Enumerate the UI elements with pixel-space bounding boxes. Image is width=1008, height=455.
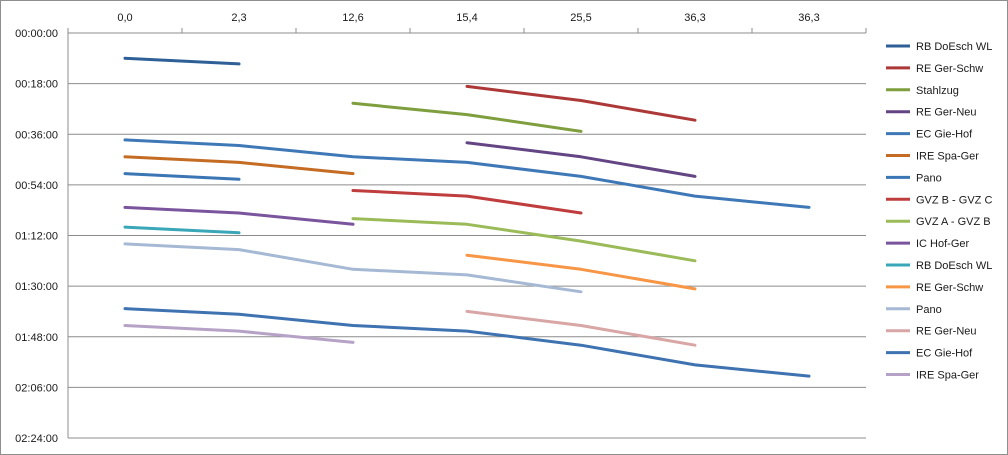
- y-tick-label: 00:54:00: [15, 180, 58, 192]
- x-tick-label: 25,5: [570, 12, 591, 24]
- legend-label: Pano: [916, 172, 942, 184]
- series-line: [351, 101, 583, 133]
- y-tick-label: 00:18:00: [15, 79, 58, 91]
- y-tick-label: 01:48:00: [15, 332, 58, 344]
- series-line: [465, 253, 697, 291]
- legend-label: IRE Spa-Ger: [916, 370, 979, 382]
- series-line: [465, 141, 697, 178]
- legend-label: RB DoEsch WL: [916, 41, 992, 53]
- y-tick-label: 01:30:00: [15, 281, 58, 293]
- y-tick-label: 00:00:00: [15, 28, 58, 40]
- series-line: [123, 324, 355, 344]
- x-axis-ticks: 0,0 2,3 12,6 15,4 25,5 36,3 36,3: [67, 12, 867, 33]
- x-tick-label: 12,6: [342, 12, 363, 24]
- legend-label: Pano: [916, 304, 942, 316]
- legend-label: GVZ B - GVZ C: [916, 194, 992, 206]
- legend-label: EC Gie-Hof: [916, 129, 973, 141]
- legend: RB DoEsch WL RE Ger-Schw Stahlzug RE Ger-Ne…: [886, 41, 992, 382]
- series-line: [351, 217, 697, 263]
- legend-label: RB DoEsch WL: [916, 260, 992, 272]
- legend-label: RE Ger-Neu: [916, 107, 977, 119]
- series-group: [123, 56, 811, 378]
- series-line: [123, 155, 355, 176]
- legend-label: RE Ger-Neu: [916, 326, 977, 338]
- legend-label: RE Ger-Schw: [916, 63, 983, 75]
- series-line: [465, 84, 697, 122]
- y-tick-label: 02:24:00: [15, 433, 58, 445]
- series-line: [123, 307, 811, 378]
- legend-label: GVZ A - GVZ B: [916, 216, 991, 228]
- y-tick-label: 00:36:00: [15, 129, 58, 141]
- series-line: [123, 172, 241, 181]
- y-axis-ticks: 00:00:00 00:18:00 00:36:00 00:54:00 01:12:00…: [15, 28, 58, 445]
- series-line: [465, 309, 697, 347]
- series-line: [123, 56, 241, 66]
- legend-label: IRE Spa-Ger: [916, 151, 979, 163]
- x-tick-label: 15,4: [456, 12, 477, 24]
- series-line: [123, 242, 583, 294]
- y-tick-label: 01:12:00: [15, 231, 58, 243]
- x-tick-label: 0,0: [117, 12, 132, 24]
- x-tick-label: 36,3: [798, 12, 819, 24]
- y-tick-label: 02:06:00: [15, 382, 58, 394]
- legend-label: EC Gie-Hof: [916, 348, 973, 360]
- series-line: [123, 225, 241, 235]
- gridlines: [68, 32, 866, 439]
- series-line: [351, 189, 583, 215]
- series-line: [123, 138, 811, 209]
- x-tick-label: 36,3: [684, 12, 705, 24]
- series-line: [123, 205, 355, 226]
- legend-label: Stahlzug: [916, 85, 959, 97]
- legend-label: RE Ger-Schw: [916, 282, 983, 294]
- x-tick-label: 2,3: [231, 12, 246, 24]
- legend-label: IC Hof-Ger: [916, 238, 970, 250]
